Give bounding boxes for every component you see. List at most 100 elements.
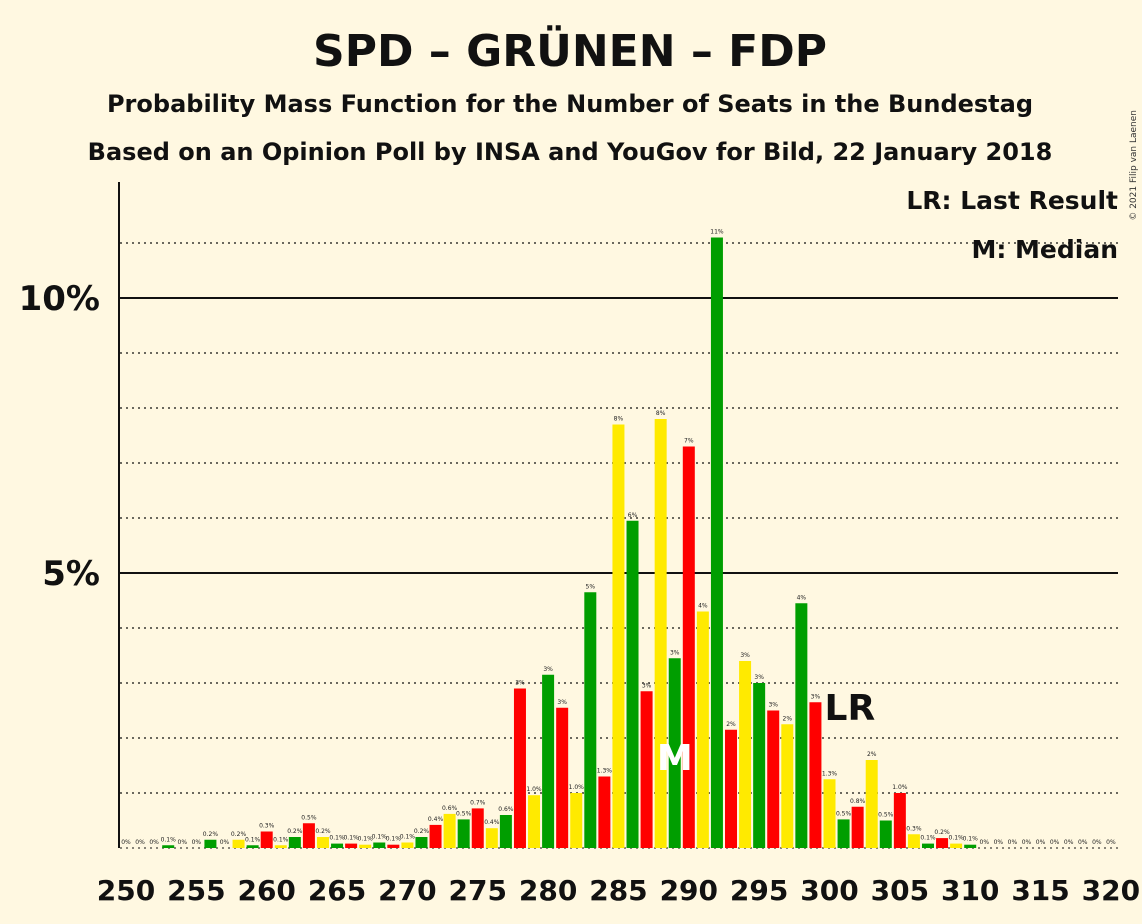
bar-seat-266 <box>345 843 358 848</box>
data-label-seat-310: 0.1% <box>963 836 979 843</box>
bar-seat-291 <box>696 611 709 848</box>
data-label-seat-261: 0.1% <box>273 836 289 843</box>
bar-seat-265 <box>331 843 344 848</box>
data-label-seat-296: 3% <box>768 702 778 709</box>
legend-median: M: Median <box>971 235 1118 264</box>
data-label-seat-306: 0.3% <box>906 825 922 832</box>
bar-seat-294 <box>739 661 752 848</box>
bar-seat-300 <box>823 779 836 848</box>
bar-seat-274 <box>457 819 470 848</box>
data-label-seat-284: 1.3% <box>597 768 613 775</box>
data-label-seat-315: 0% <box>1036 839 1046 846</box>
y-tick-labels: 5% 10% <box>19 279 100 594</box>
data-label-seat-257: 0% <box>220 839 230 846</box>
bar-seat-298 <box>795 603 808 848</box>
x-tick-305: 305 <box>871 874 929 907</box>
bar-seat-299 <box>809 702 822 848</box>
data-label-seat-300: 1.3% <box>822 770 838 777</box>
bar-seat-275 <box>471 808 484 848</box>
bar-seat-282 <box>570 793 583 848</box>
bar-seat-280 <box>542 674 555 848</box>
data-label-seat-276: 0.4% <box>484 819 500 826</box>
x-tick-260: 260 <box>237 874 295 907</box>
bar-seat-278 <box>513 688 526 848</box>
bar-seat-301 <box>837 819 850 848</box>
data-label-seat-266: 0.1% <box>343 835 359 842</box>
data-label-seat-256: 0.2% <box>203 831 219 838</box>
bar-seat-286 <box>626 520 639 848</box>
bar-seat-271 <box>415 837 428 848</box>
data-label-seat-293: 2% <box>726 721 736 728</box>
data-label-seat-295: 3% <box>754 674 764 681</box>
bar-seat-267 <box>359 844 372 848</box>
bar-seat-273 <box>443 813 456 848</box>
bar-seat-304 <box>879 820 892 848</box>
bar-seat-292 <box>710 237 723 848</box>
bar-seat-285 <box>612 424 625 848</box>
bar-seat-261 <box>274 845 287 848</box>
x-tick-315: 315 <box>1011 874 1069 907</box>
data-label-seat-290: 7% <box>684 438 694 445</box>
data-label-seat-274: 0.5% <box>456 810 472 817</box>
data-label-seat-308: 0.2% <box>934 829 950 836</box>
x-tick-295: 295 <box>730 874 788 907</box>
data-label-seat-270: 0.1% <box>400 834 416 841</box>
data-label-seat-312: 0% <box>994 839 1004 846</box>
data-label-seat-304: 0.5% <box>878 812 894 819</box>
data-label-seat-282: 1.0% <box>569 784 585 791</box>
data-label-seat-260: 0.3% <box>259 823 275 830</box>
legend-last-result: LR: Last Result <box>906 186 1118 215</box>
copyright-text: © 2021 Filip van Laenen <box>1129 110 1139 221</box>
x-tick-270: 270 <box>378 874 436 907</box>
bar-seat-295 <box>753 683 766 848</box>
bar-seat-287 <box>640 691 653 848</box>
data-label-seat-317: 0% <box>1064 839 1074 846</box>
data-labels-group: 0% 0% 0% 0.1% 0% 0%0.2%0%0.2%0.1%0.3%0.1%0.2%… <box>121 229 1116 847</box>
data-label-seat-278: 3% <box>515 680 525 687</box>
data-label-seat-283: 5% <box>586 583 596 590</box>
data-label-seat-301: 0.5% <box>836 810 852 817</box>
data-label-seat-279: 1.0% <box>526 786 542 793</box>
x-tick-320: 320 <box>1082 874 1140 907</box>
bar-seat-310 <box>964 844 977 848</box>
chart-subtitle: Probability Mass Function for the Number… <box>107 90 1033 118</box>
y-tick-5: 5% <box>42 554 100 594</box>
x-tick-310: 310 <box>941 874 999 907</box>
data-label-seat-298: 4% <box>797 594 807 601</box>
x-tick-300: 300 <box>800 874 858 907</box>
y-tick-10: 10% <box>19 279 100 319</box>
data-label-seat-291: 4% <box>698 603 708 610</box>
bar-seat-276 <box>485 828 498 848</box>
data-label-seat-264: 0.2% <box>315 828 331 835</box>
bar-seat-309 <box>950 843 963 848</box>
bar-seat-296 <box>767 710 780 848</box>
markers-group: M LR <box>657 688 875 779</box>
bar-seat-281 <box>556 707 569 848</box>
bar-seat-283 <box>584 592 597 848</box>
chart-title: SPD – GRÜNEN – FDP <box>313 24 827 77</box>
data-label-seat-268: 0.1% <box>372 834 388 841</box>
data-label-seat-307: 0.1% <box>920 835 936 842</box>
bar-seat-253 <box>162 845 175 848</box>
data-label-seat-299: 3% <box>811 693 821 700</box>
bars-group <box>162 237 977 848</box>
data-label-seat-259: 0.1% <box>245 836 261 843</box>
bar-seat-258 <box>232 839 245 848</box>
bar-seat-284 <box>598 776 611 848</box>
bar-seat-306 <box>907 834 920 848</box>
data-label-seat-281: 3% <box>557 699 567 706</box>
data-label-seat-263: 0.5% <box>301 814 317 821</box>
bar-seat-293 <box>725 729 738 848</box>
bar-seat-289 <box>668 658 681 848</box>
median-marker: M <box>657 738 693 779</box>
data-label-seat-316: 0% <box>1050 839 1060 846</box>
data-label-seat-280: 3% <box>543 666 553 673</box>
bar-seat-308 <box>936 838 949 848</box>
bar-seat-262 <box>288 837 301 848</box>
data-label-seat-288: 8% <box>656 410 666 417</box>
data-label-seat-309: 0.1% <box>949 835 965 842</box>
bar-seat-303 <box>865 760 878 848</box>
data-label-seat-294: 3% <box>740 652 750 659</box>
bar-seat-272 <box>429 824 442 848</box>
